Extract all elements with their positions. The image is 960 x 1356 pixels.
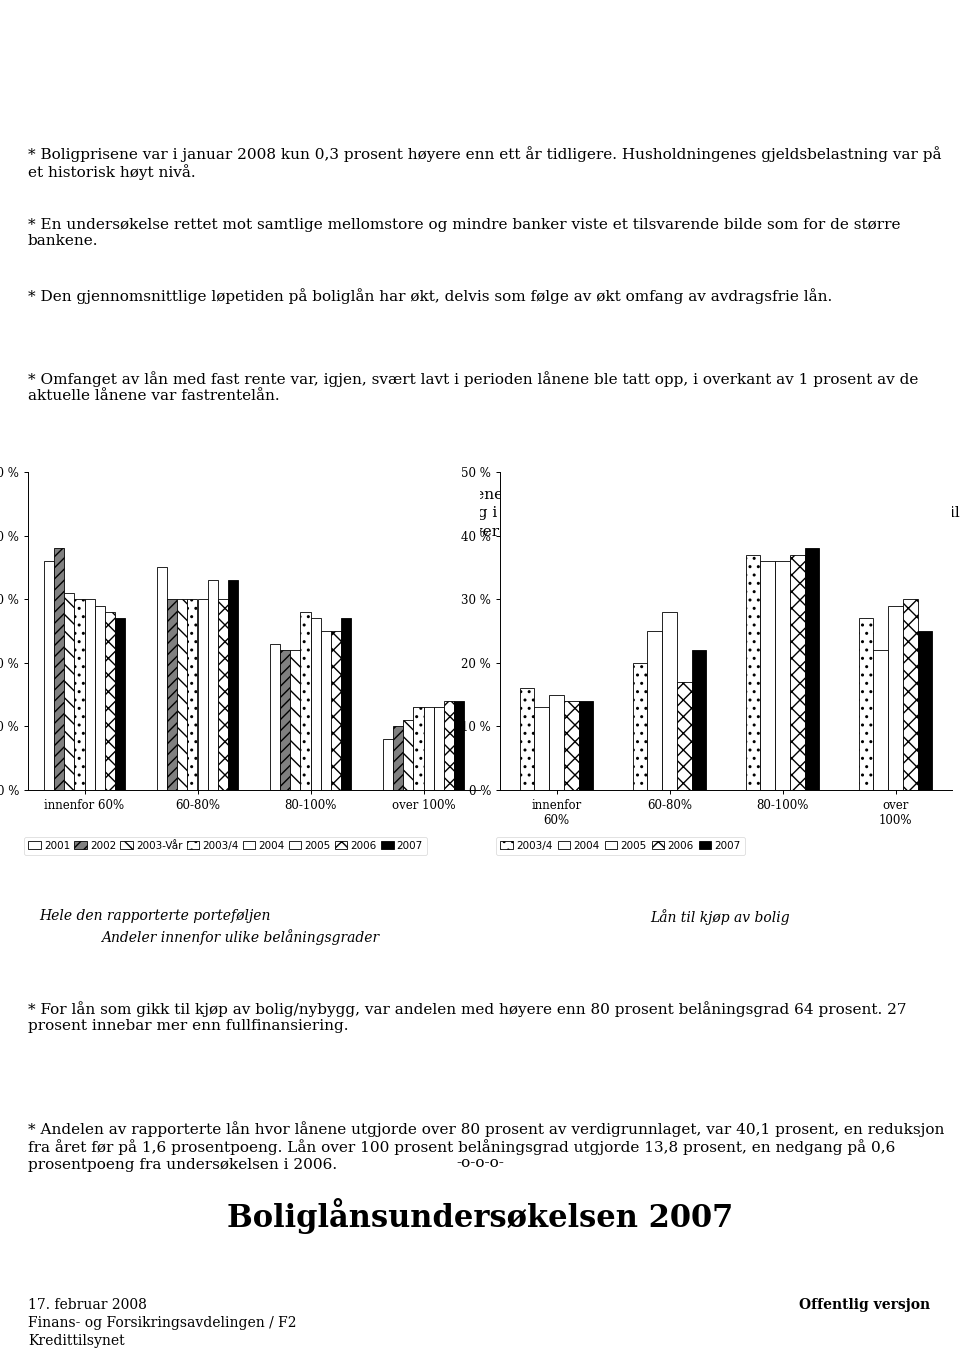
- Bar: [44, 561, 54, 791]
- Bar: [444, 701, 454, 791]
- Bar: [393, 727, 403, 791]
- Bar: [290, 650, 300, 791]
- Bar: [331, 631, 341, 791]
- Text: * Andelen av rapporterte lån hvor lånene utgjorde over 80 prosent av verdigrunnl: * Andelen av rapporterte lån hvor lånene…: [28, 1121, 945, 1172]
- Text: 17. februar 2008: 17. februar 2008: [28, 1298, 147, 1313]
- Bar: [115, 618, 125, 791]
- Bar: [178, 599, 187, 791]
- Bar: [874, 650, 888, 791]
- Bar: [902, 599, 918, 791]
- Bar: [54, 548, 64, 791]
- Bar: [383, 739, 393, 791]
- Text: Kredittilsynet: Kredittilsynet: [28, 1334, 125, 1348]
- Bar: [187, 599, 198, 791]
- Bar: [691, 650, 707, 791]
- Bar: [519, 689, 535, 791]
- Bar: [156, 567, 167, 791]
- Bar: [207, 580, 218, 791]
- Bar: [647, 631, 662, 791]
- Legend: 2001, 2002, 2003-Vår, 2003/4, 2004, 2005, 2006, 2007: 2001, 2002, 2003-Vår, 2003/4, 2004, 2005…: [24, 837, 427, 854]
- Text: Finans- og Forsikringsavdelingen / F2: Finans- og Forsikringsavdelingen / F2: [28, 1317, 297, 1330]
- Bar: [270, 644, 280, 791]
- Bar: [918, 631, 932, 791]
- Bar: [341, 618, 351, 791]
- Bar: [84, 599, 95, 791]
- Text: * Omfanget av lån med fast rente var, igjen, svært lavt i perioden lånene ble ta: * Omfanget av lån med fast rente var, ig…: [28, 372, 919, 403]
- Text: Andeler innenfor ulike belåningsgrader: Andeler innenfor ulike belåningsgrader: [101, 929, 379, 945]
- Bar: [228, 580, 238, 791]
- Text: * En undersøkelse rettet mot samtlige mellomstore og mindre banker viste et tils: * En undersøkelse rettet mot samtlige me…: [28, 218, 900, 248]
- Bar: [434, 708, 444, 791]
- Bar: [198, 599, 207, 791]
- Legend: 2003/4, 2004, 2005, 2006, 2007: 2003/4, 2004, 2005, 2006, 2007: [496, 837, 745, 854]
- Bar: [760, 561, 775, 791]
- Text: -o-o-o-: -o-o-o-: [456, 1157, 504, 1170]
- Bar: [775, 561, 790, 791]
- Text: * For lån som gikk til kjøp av bolig/nybygg, var andelen med høyere enn 80 prose: * For lån som gikk til kjøp av bolig/nyb…: [28, 1001, 906, 1033]
- Bar: [74, 599, 84, 791]
- Bar: [167, 599, 178, 791]
- Text: * Den gjennomsnittlige løpetiden på boliglån har økt, delvis som følge av økt om: * Den gjennomsnittlige løpetiden på boli…: [28, 287, 832, 304]
- Bar: [310, 618, 321, 791]
- Bar: [403, 720, 414, 791]
- Bar: [677, 682, 691, 791]
- Bar: [414, 708, 423, 791]
- Bar: [321, 631, 331, 791]
- Bar: [423, 708, 434, 791]
- Bar: [105, 612, 115, 791]
- Bar: [579, 701, 593, 791]
- Bar: [535, 708, 549, 791]
- Text: Lån til kjøp av bolig: Lån til kjøp av bolig: [650, 909, 790, 925]
- Text: Boliglånsundersøkelsen 2007: Boliglånsundersøkelsen 2007: [227, 1197, 733, 1234]
- Bar: [300, 612, 310, 791]
- Text: Offentlig versjon: Offentlig versjon: [799, 1298, 930, 1313]
- Bar: [218, 599, 228, 791]
- Bar: [280, 650, 290, 791]
- Bar: [859, 618, 874, 791]
- Bar: [95, 606, 105, 791]
- Text: Hele den rapporterte porteføljen: Hele den rapporterte porteføljen: [39, 909, 271, 923]
- Bar: [662, 612, 677, 791]
- Bar: [633, 663, 647, 791]
- Bar: [804, 548, 819, 791]
- Bar: [888, 606, 902, 791]
- Text: * Boligprisene var i januar 2008 kun 0,3 prosent høyere enn ett år tidligere. Hu: * Boligprisene var i januar 2008 kun 0,3…: [28, 146, 942, 180]
- Bar: [64, 593, 74, 791]
- Bar: [790, 555, 804, 791]
- Bar: [564, 701, 579, 791]
- Text: * For lånekunder under 35 år innebar 55 prosent av utlånene en belåningsgrad uto: * For lånekunder under 35 år innebar 55 …: [28, 485, 960, 538]
- Bar: [746, 555, 760, 791]
- Bar: [549, 694, 564, 791]
- Bar: [454, 701, 465, 791]
